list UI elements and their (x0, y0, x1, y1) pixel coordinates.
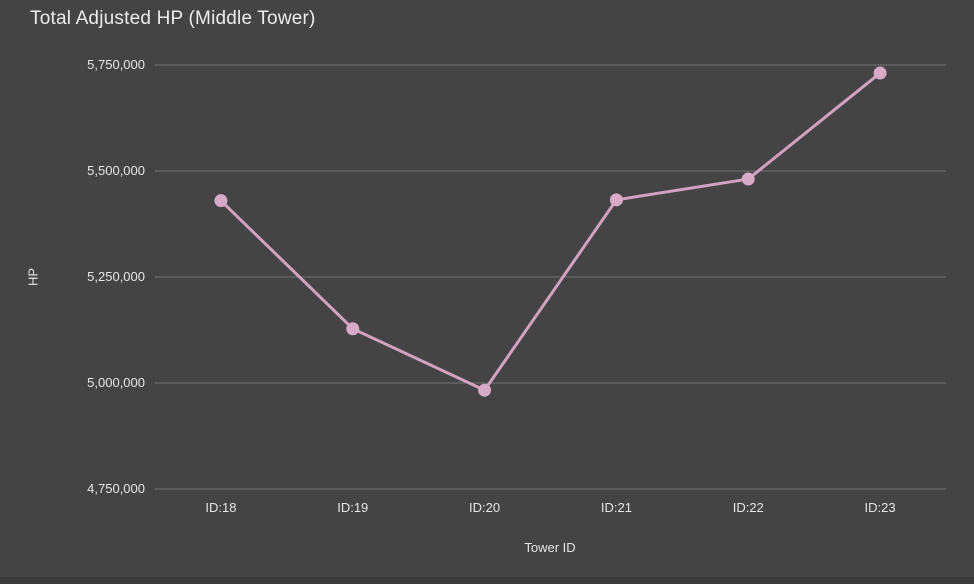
data-point[interactable] (873, 66, 887, 80)
bottom-strip (0, 577, 974, 584)
data-point[interactable] (346, 322, 360, 336)
y-tick-label: 4,750,000 (87, 481, 145, 496)
y-tick-label: 5,500,000 (87, 163, 145, 178)
chart-title: Total Adjusted HP (Middle Tower) (30, 8, 316, 29)
y-tick-label: 5,250,000 (87, 269, 145, 284)
y-tick-label: 5,000,000 (87, 375, 145, 390)
x-tick-label: ID:23 (864, 500, 896, 515)
y-tick-label: 5,750,000 (87, 57, 145, 72)
data-point[interactable] (478, 383, 492, 397)
y-axis-title: HP (25, 267, 41, 287)
x-tick-label: ID:22 (732, 500, 764, 515)
data-point[interactable] (741, 172, 755, 186)
x-tick-label: ID:18 (205, 500, 237, 515)
x-tick-label: ID:21 (600, 500, 632, 515)
data-point[interactable] (214, 194, 228, 208)
x-axis-title: Tower ID (524, 540, 576, 555)
x-tick-label: ID:20 (469, 500, 501, 515)
x-tick-label: ID:19 (337, 500, 369, 515)
data-point[interactable] (609, 193, 623, 207)
series-line (219, 71, 882, 392)
